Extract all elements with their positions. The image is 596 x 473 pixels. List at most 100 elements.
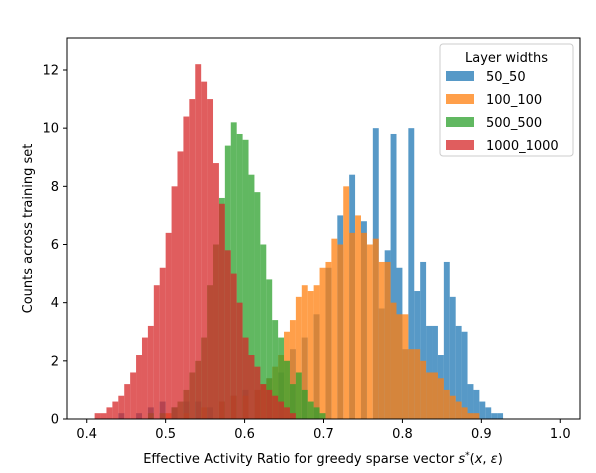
bar-100_100-25 xyxy=(366,244,373,419)
bar-1000_1000-0 xyxy=(94,413,101,419)
bar-1000_1000-2 xyxy=(106,407,113,419)
bar-100_100-40 xyxy=(455,401,462,419)
bar-1000_1000-33 xyxy=(289,413,296,419)
x-tick-label: 0.6 xyxy=(234,427,255,442)
bar-500_500-26 xyxy=(313,407,320,419)
bar-100_100-35 xyxy=(426,372,433,419)
bar-100_100-29 xyxy=(390,302,397,419)
y-tick-label: 2 xyxy=(51,354,59,369)
bar-1000_1000-6 xyxy=(130,372,137,419)
legend-label-500_500: 500_500 xyxy=(486,116,542,131)
bar-500_500-27 xyxy=(319,413,326,419)
histogram-bars xyxy=(94,64,504,420)
bar-100_100-23 xyxy=(355,215,361,419)
bar-500_500-16 xyxy=(254,192,261,419)
bar-50_50-42 xyxy=(497,413,504,419)
bar-50_50-41 xyxy=(491,413,498,419)
bar-500_500-22 xyxy=(289,384,296,419)
bar-100_100-26 xyxy=(372,238,379,419)
x-tick-label: 0.9 xyxy=(471,427,492,442)
bar-500_500-14 xyxy=(242,139,249,420)
bar-1000_1000-27 xyxy=(254,366,261,419)
bar-100_100-17 xyxy=(319,267,326,419)
bar-50_50-34 xyxy=(449,296,456,419)
bar-50_50-29 xyxy=(420,261,427,419)
legend-items: 50_50 100_100 500_500 1000_1000 xyxy=(446,70,559,154)
bar-100_100-14 xyxy=(301,285,308,419)
x-tick-label: 0.4 xyxy=(76,427,97,442)
bar-1000_1000-8 xyxy=(141,337,148,419)
bar-1000_1000-20 xyxy=(213,163,219,419)
bar-1000_1000-4 xyxy=(118,395,125,419)
y-tick-label: 0 xyxy=(51,413,59,428)
legend-title: Layer widths xyxy=(465,51,548,66)
bar-1000_1000-11 xyxy=(159,267,166,419)
bar-100_100-24 xyxy=(360,232,367,419)
bar-1000_1000-28 xyxy=(260,384,267,419)
bar-100_100-22 xyxy=(349,232,356,419)
bar-100_100-27 xyxy=(378,261,385,419)
bar-1000_1000-14 xyxy=(177,151,184,419)
bar-1000_1000-13 xyxy=(171,186,178,419)
bar-100_100-28 xyxy=(384,261,391,419)
y-tick-label: 6 xyxy=(51,238,59,253)
bar-100_100-42 xyxy=(467,413,474,419)
bar-100_100-18 xyxy=(325,261,332,419)
x-tick-label: 0.5 xyxy=(155,427,176,442)
bar-50_50-27 xyxy=(408,128,415,419)
legend-label-50_50: 50_50 xyxy=(486,70,526,85)
bar-500_500-19 xyxy=(272,320,279,419)
bar-1000_1000-15 xyxy=(183,116,190,419)
x-axis-ticks: 0.4 0.5 0.6 0.7 0.8 0.9 1.0 xyxy=(76,419,571,442)
bar-100_100-30 xyxy=(396,314,403,419)
bar-100_100-34 xyxy=(420,360,427,419)
x-axis-label: Effective Activity Ratio for greedy spar… xyxy=(143,451,503,467)
bar-1000_1000-25 xyxy=(242,337,249,419)
bar-500_500-25 xyxy=(307,401,314,419)
x-tick-label: 0.7 xyxy=(313,427,334,442)
bar-1000_1000-1 xyxy=(100,413,107,419)
bar-500_500-18 xyxy=(266,279,273,419)
bar-500_500-20 xyxy=(278,337,285,419)
legend-swatch-50_50 xyxy=(446,71,474,81)
bar-1000_1000-24 xyxy=(236,302,243,419)
bar-100_100-36 xyxy=(432,372,438,419)
bar-1000_1000-12 xyxy=(165,232,172,419)
bar-100_100-39 xyxy=(449,395,456,419)
bar-1000_1000-23 xyxy=(230,273,237,419)
bar-100_100-32 xyxy=(408,349,415,419)
y-tick-label: 4 xyxy=(51,296,59,311)
bar-1000_1000-16 xyxy=(189,99,196,419)
bar-500_500-17 xyxy=(260,244,267,419)
bar-50_50-31 xyxy=(432,325,438,419)
bar-100_100-38 xyxy=(443,389,450,419)
bar-1000_1000-30 xyxy=(272,395,279,419)
bar-50_50-38 xyxy=(473,389,480,419)
bar-100_100-21 xyxy=(343,186,350,419)
bar-50_50-37 xyxy=(467,384,474,419)
bar-1000_1000-26 xyxy=(248,355,255,419)
bar-1000_1000-29 xyxy=(266,389,273,419)
legend-swatch-100_100 xyxy=(446,94,474,104)
bar-1000_1000-21 xyxy=(218,203,225,419)
x-tick-label: 1.0 xyxy=(550,427,571,442)
bar-1000_1000-9 xyxy=(147,325,154,419)
bar-100_100-15 xyxy=(307,291,314,419)
bar-100_100-16 xyxy=(313,285,320,419)
bar-50_50-39 xyxy=(479,401,486,419)
bar-50_50-40 xyxy=(485,407,492,419)
bar-1000_1000-18 xyxy=(201,81,208,419)
bar-100_100-12 xyxy=(289,320,296,419)
bar-500_500-21 xyxy=(284,360,290,419)
bar-50_50-35 xyxy=(455,325,462,419)
bar-100_100-13 xyxy=(295,296,302,419)
legend: Layer widths 50_50 100_100 500_500 1000_100… xyxy=(439,43,574,157)
bar-1000_1000-31 xyxy=(278,401,285,419)
y-axis-label: Counts across training set xyxy=(21,144,36,314)
bar-1000_1000-32 xyxy=(284,407,290,419)
bar-100_100-20 xyxy=(337,244,344,419)
bar-50_50-36 xyxy=(461,331,468,419)
bar-1000_1000-3 xyxy=(112,401,119,419)
legend-label-1000_1000: 1000_1000 xyxy=(486,139,559,154)
legend-swatch-1000_1000 xyxy=(446,140,474,150)
